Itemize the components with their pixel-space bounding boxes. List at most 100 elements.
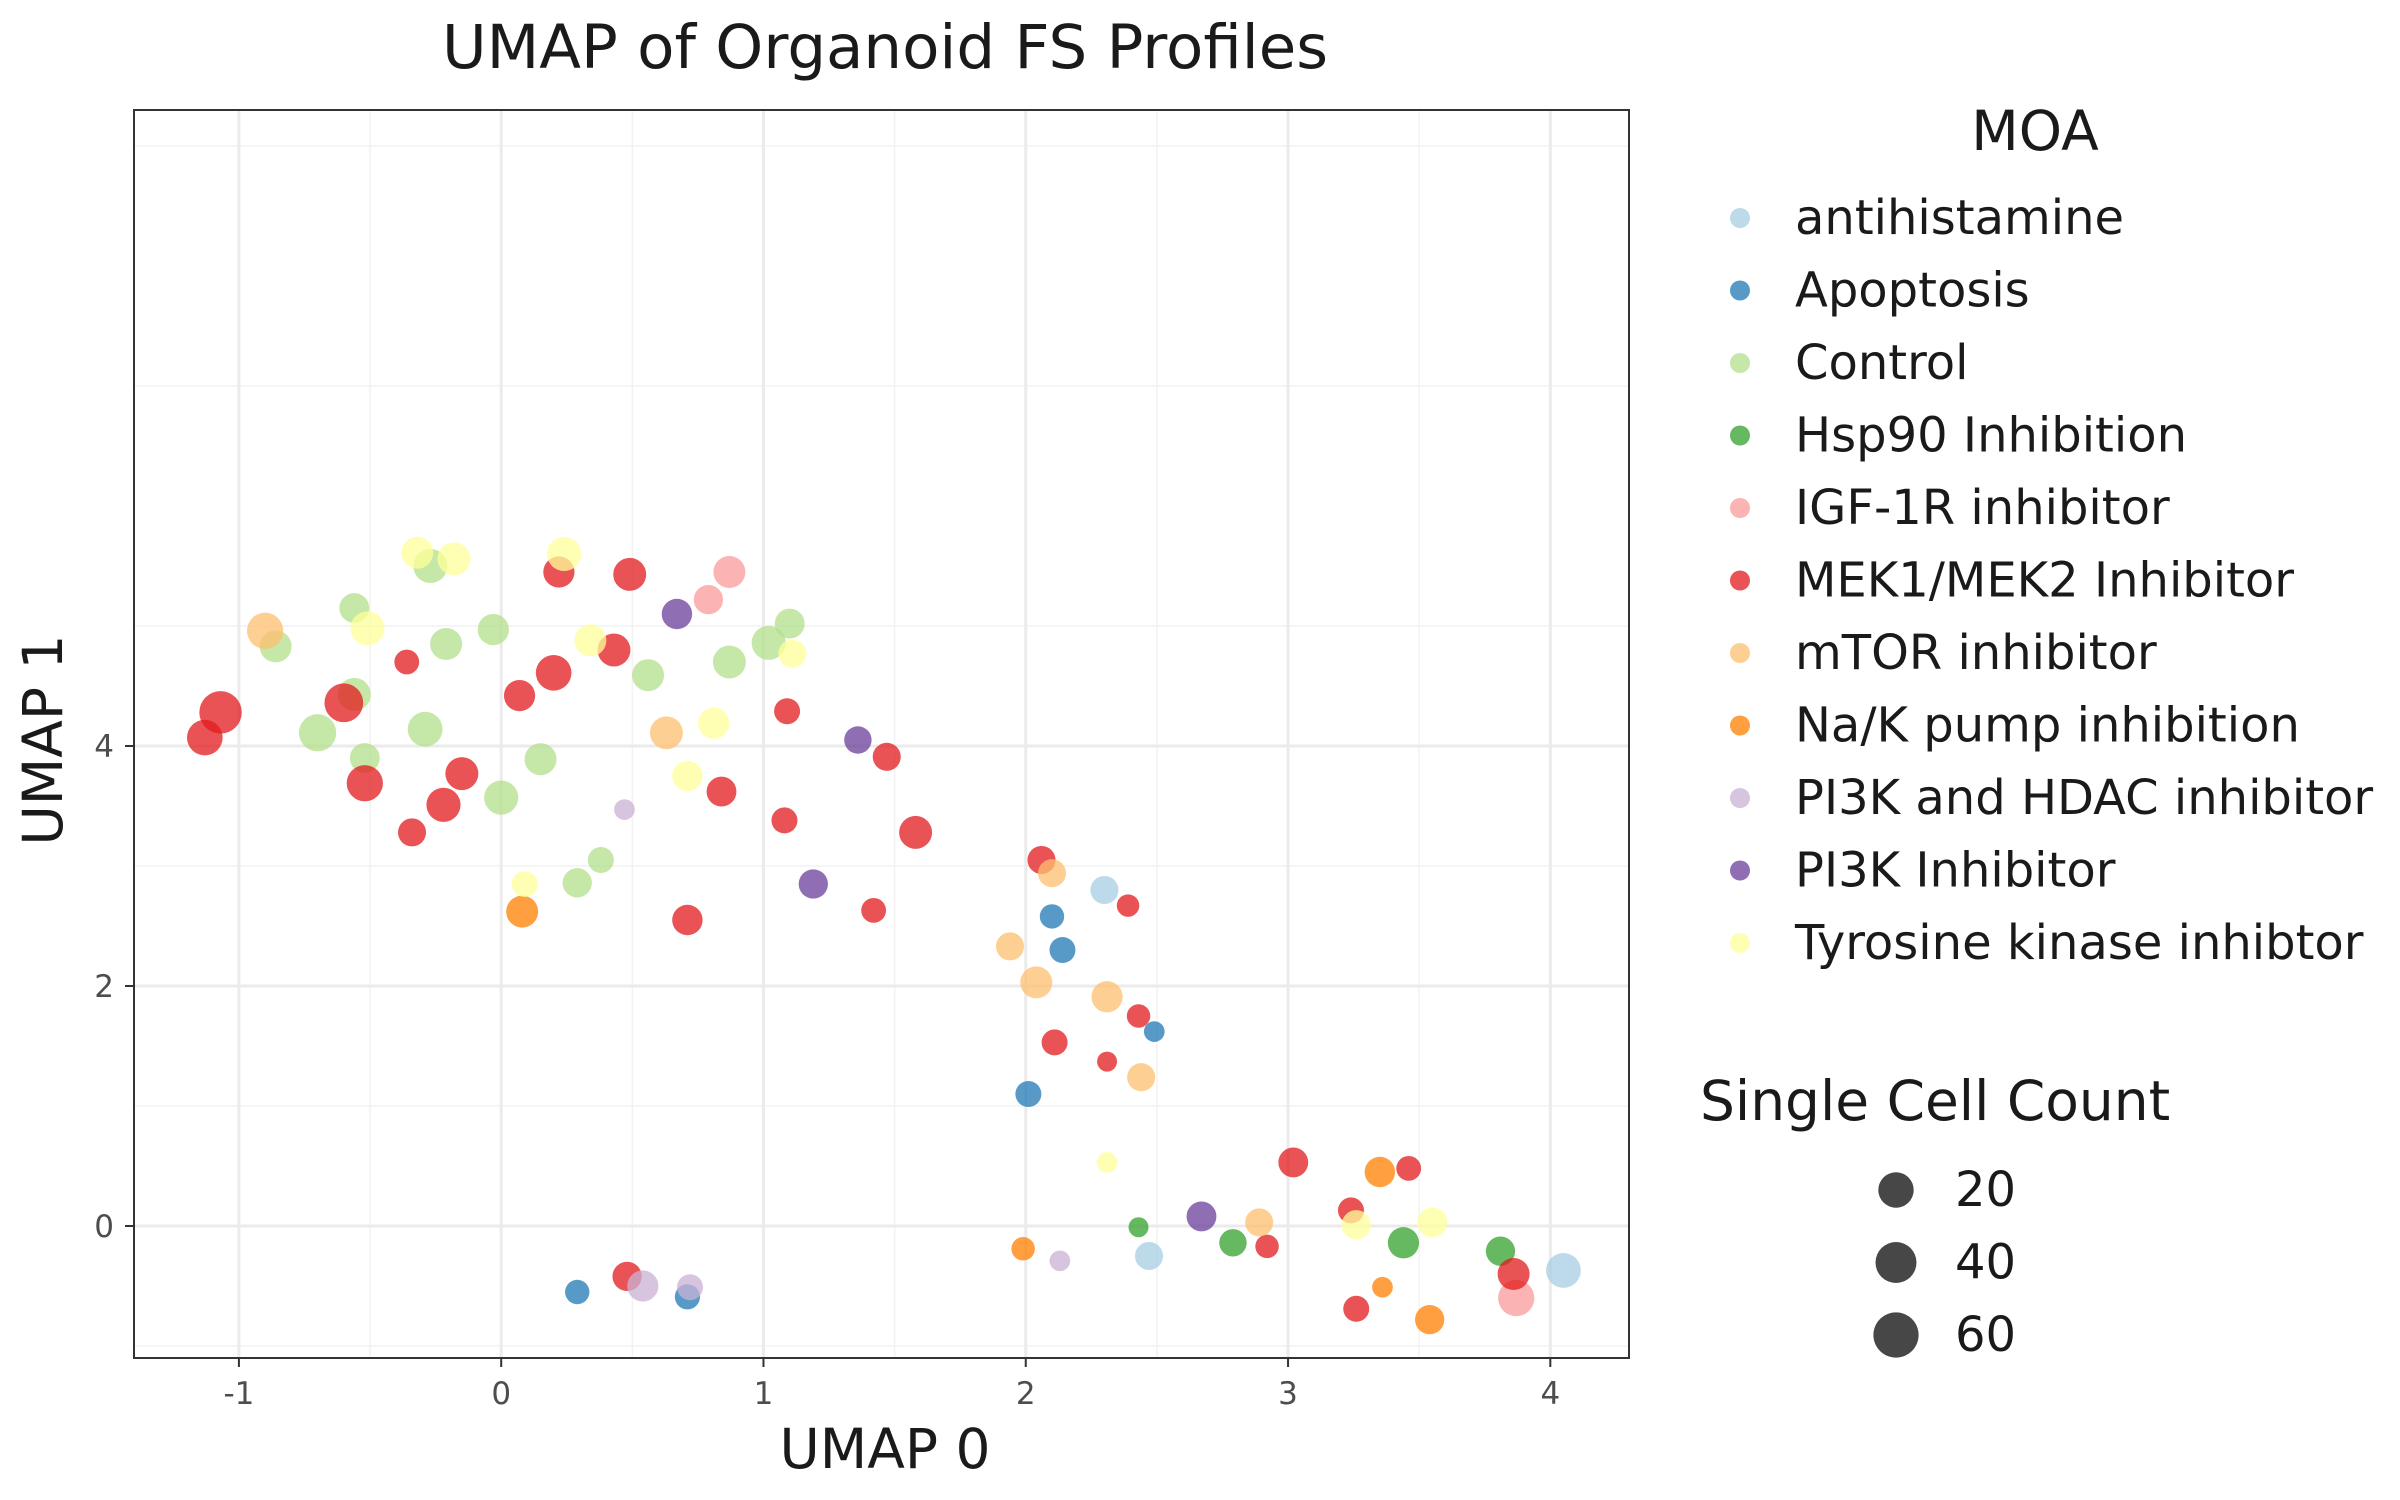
legend-key [1730, 425, 1750, 446]
data-point [437, 542, 471, 576]
data-point [632, 659, 665, 692]
data-point [1396, 1155, 1422, 1181]
size-legend-key [1875, 1242, 1917, 1283]
plot-area: -1 0 1 2 3 4 0 2 4 [94, 109, 1630, 1412]
legend-label: Tyrosine kinase inhibtor [1794, 915, 2364, 971]
legend-label: Na/K pump inhibition [1795, 698, 2300, 754]
data-point [484, 780, 519, 815]
data-point [1020, 966, 1053, 999]
data-point [1015, 1081, 1042, 1107]
legend-label: PI3K Inhibitor [1795, 843, 2116, 899]
legend-label: Hsp90 Inhibition [1795, 408, 2187, 464]
size-legend-key [1873, 1312, 1919, 1358]
data-point [1091, 981, 1123, 1013]
data-point [1011, 1237, 1035, 1261]
data-point [1372, 1276, 1393, 1298]
data-point [1037, 859, 1067, 888]
data-point [872, 742, 901, 771]
data-point [511, 871, 538, 897]
data-point [324, 683, 364, 723]
x-tick-label: 2 [1016, 1376, 1036, 1412]
data-point [672, 904, 703, 936]
data-point [1387, 1227, 1420, 1259]
size-legend-key [1878, 1172, 1914, 1208]
data-point [562, 868, 592, 898]
data-point [397, 818, 427, 847]
data-point [346, 765, 383, 802]
legend-key [1730, 280, 1750, 301]
legend-key [1730, 860, 1750, 881]
data-point [771, 807, 798, 834]
legend-size-title: Single Cell Count [1700, 1069, 2170, 1133]
legend-key [1730, 715, 1750, 736]
data-point [1096, 1152, 1118, 1173]
y-axis-title: UMAP 1 [11, 635, 75, 846]
x-axis-title: UMAP 0 [780, 1417, 991, 1481]
legend-size-items: 20 40 60 [1873, 1162, 2016, 1363]
data-point [1546, 1253, 1581, 1288]
x-tick-label: -1 [223, 1376, 254, 1412]
data-point [751, 625, 786, 660]
data-point [1343, 1295, 1370, 1322]
data-point [477, 613, 509, 646]
legend-key [1730, 788, 1750, 808]
legend-label: antihistamine [1795, 190, 2124, 246]
data-point [712, 645, 746, 679]
plot-border [133, 109, 1630, 1359]
data-point [1127, 1063, 1156, 1092]
legend-label: Apoptosis [1795, 263, 2030, 319]
data-point [426, 787, 461, 822]
data-point [844, 726, 872, 754]
legend-key [1730, 498, 1750, 518]
data-point [1097, 1051, 1118, 1072]
data-point [1049, 1250, 1071, 1272]
data-point [1039, 904, 1065, 929]
data-point [1341, 1210, 1371, 1240]
size-legend-label: 40 [1955, 1235, 2016, 1291]
data-point [1128, 1217, 1149, 1238]
data-point [587, 847, 614, 873]
legend-key [1730, 353, 1750, 373]
data-point [349, 743, 380, 773]
y-tick-label: 0 [94, 1209, 114, 1245]
data-point [1116, 894, 1140, 917]
legend-label: Control [1795, 335, 1969, 391]
data-point [1485, 1236, 1516, 1266]
x-tick-label: 0 [491, 1376, 511, 1412]
data-point [693, 584, 724, 615]
chart-title: UMAP of Organoid FS Profiles [442, 12, 1328, 83]
data-point [247, 612, 284, 649]
data-point [1417, 1207, 1448, 1238]
size-legend-label: 20 [1955, 1162, 2016, 1218]
data-point [574, 624, 607, 657]
data-point [547, 536, 582, 572]
data-point [995, 932, 1025, 961]
data-point [861, 897, 887, 923]
data-point [401, 536, 434, 569]
data-point [713, 556, 746, 588]
data-point [1219, 1229, 1247, 1257]
data-point [1143, 1021, 1165, 1042]
data-point [613, 557, 647, 591]
data-point [661, 598, 693, 630]
data-point [1126, 1004, 1151, 1028]
data-point [1245, 1208, 1274, 1237]
data-point [649, 716, 683, 750]
y-tick-label: 2 [94, 969, 114, 1005]
data-point [614, 799, 635, 820]
data-point [1041, 1029, 1068, 1056]
data-point [1497, 1258, 1530, 1290]
x-tick-label: 1 [754, 1376, 774, 1412]
data-point [798, 869, 828, 899]
legend-moa-title: MOA [1971, 99, 2099, 163]
data-point [186, 719, 223, 756]
legend-key [1730, 570, 1750, 591]
data-point [407, 711, 443, 747]
legend-key [1730, 208, 1750, 228]
legend-key [1730, 933, 1750, 953]
data-point [1090, 875, 1119, 905]
plot-background [134, 110, 1629, 1358]
data-point [706, 776, 737, 807]
data-point [1364, 1156, 1396, 1188]
data-point [503, 679, 536, 712]
